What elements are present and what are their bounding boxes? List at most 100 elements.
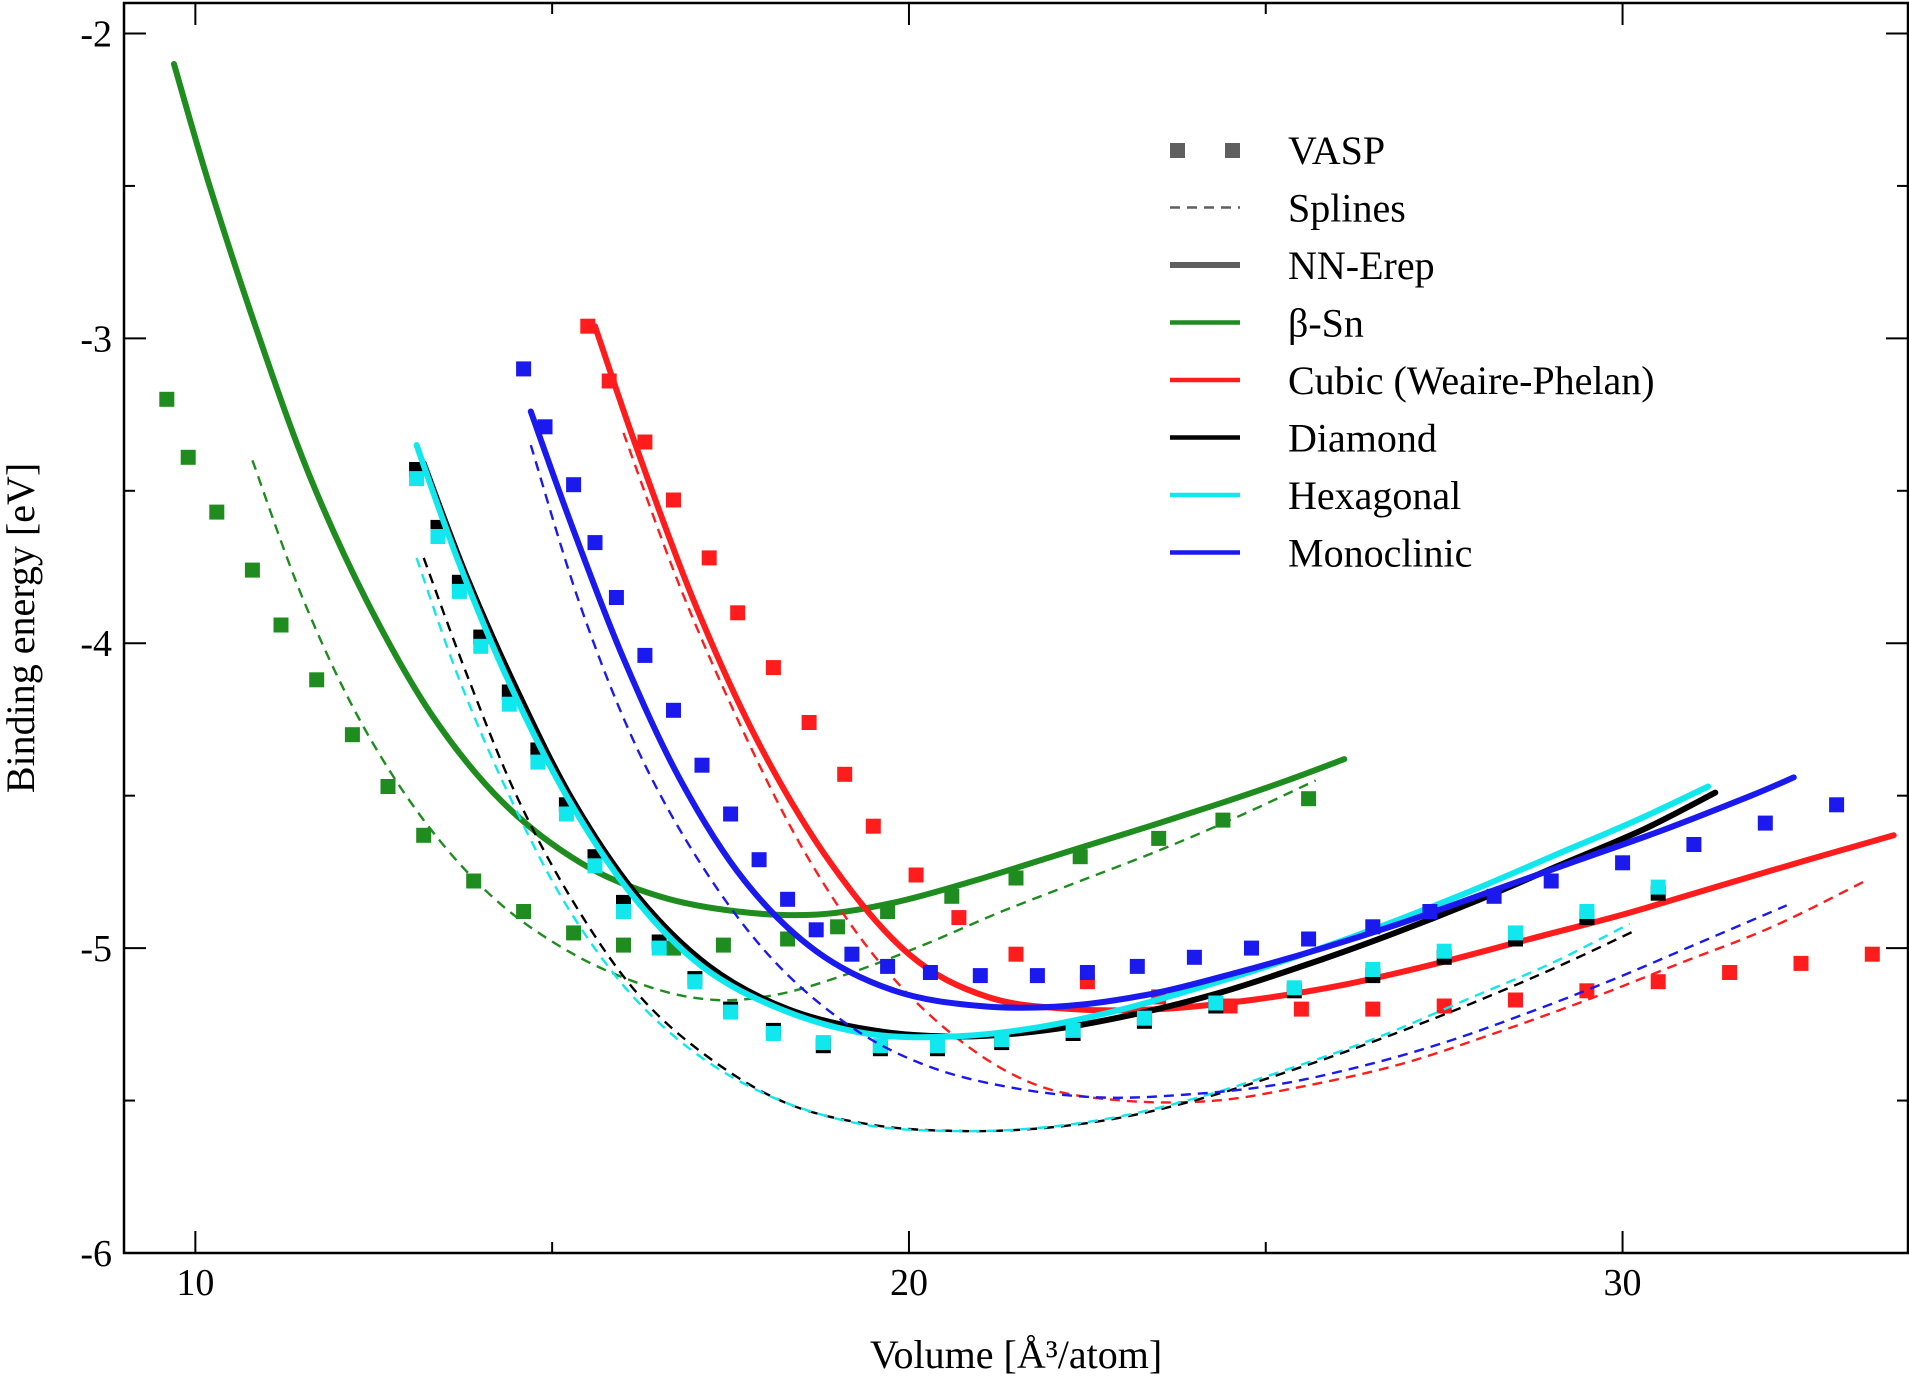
hexagonal-vasp-point	[687, 974, 703, 990]
series-layer	[159, 61, 1897, 1133]
legend-marker	[1170, 143, 1185, 158]
monoclinic-vasp-point	[1244, 940, 1259, 956]
hexagonal-vasp-point	[473, 638, 489, 654]
sn-vasp-point	[159, 391, 175, 407]
monoclinic-vasp-point	[1543, 873, 1559, 889]
series-hexagonal	[409, 442, 1712, 1133]
legend-label: Cubic (Weaire-Phelan)	[1288, 358, 1655, 403]
cubic-weaire-phelan-vasp-point	[951, 910, 967, 926]
legend-item-cubic-weaire-phelan: Cubic (Weaire-Phelan)	[1170, 358, 1655, 403]
cubic-weaire-phelan-vasp-point	[1579, 983, 1595, 999]
monoclinic-vasp-point	[1029, 968, 1045, 984]
sn-vasp-point	[880, 904, 896, 919]
cubic-weaire-phelan-vasp-point	[666, 492, 681, 508]
monoclinic-vasp-point	[1615, 855, 1631, 871]
cubic-weaire-phelan-vasp-point	[1436, 998, 1452, 1014]
cubic-weaire-phelan-vasp-point	[801, 715, 817, 730]
legend-label: VASP	[1288, 128, 1385, 173]
legend: VASP Splines NN-Erep β-Sn Cubic (Weaire-Phel…	[1170, 128, 1655, 576]
monoclinic-vasp-point	[608, 590, 624, 605]
monoclinic-vasp-point	[922, 965, 938, 980]
cubic-weaire-phelan-vasp-point	[837, 766, 853, 782]
cubic-weaire-phelan-vasp-point	[1508, 992, 1523, 1008]
sn-vasp-point	[309, 672, 325, 688]
series-monoclinic	[516, 361, 1845, 1099]
hexagonal-vasp-point	[930, 1038, 945, 1054]
y-tick-label: -6	[80, 1233, 112, 1275]
y-tick-label: -4	[80, 623, 112, 665]
cubic-weaire-phelan-vasp-point	[1222, 998, 1238, 1014]
diamond-splines-curve	[422, 557, 1638, 1133]
hexagonal-vasp-point	[616, 904, 631, 919]
hexagonal-vasp-point	[501, 696, 517, 712]
monoclinic-vasp-point	[1486, 888, 1502, 904]
hexagonal-vasp-point	[815, 1035, 831, 1051]
legend-item-monoclinic: Monoclinic	[1170, 531, 1472, 576]
legend-item-splines: Splines	[1170, 186, 1406, 231]
cubic-weaire-phelan-vasp-point	[601, 373, 617, 389]
hexagonal-vasp-point	[1286, 980, 1302, 996]
cubic-weaire-phelan-splines-curve	[622, 432, 1866, 1104]
sn-vasp-point	[180, 449, 196, 465]
y-axis-title: Binding energy [eV]	[0, 463, 43, 793]
monoclinic-vasp-point	[537, 419, 553, 435]
monoclinic-splines-curve	[529, 444, 1788, 1099]
cubic-weaire-phelan-vasp-point	[1365, 1001, 1381, 1017]
monoclinic-vasp-point	[1757, 815, 1773, 831]
sn-vasp-point	[944, 888, 960, 904]
x-tick-label: 10	[176, 1262, 214, 1304]
monoclinic-vasp-point	[637, 647, 653, 663]
monoclinic-vasp-point	[1365, 919, 1381, 935]
legend-label: Diamond	[1288, 416, 1437, 461]
y-tick-label: -5	[80, 928, 112, 970]
legend-label: Hexagonal	[1288, 473, 1461, 518]
hexagonal-vasp-point	[1365, 962, 1381, 977]
hexagonal-vasp-point	[451, 583, 467, 599]
sn-vasp-point	[273, 617, 289, 633]
sn-vasp-point	[209, 504, 225, 520]
legend-label: Splines	[1288, 186, 1406, 231]
hexagonal-vasp-point	[994, 1032, 1010, 1048]
hexagonal-vasp-point	[1208, 995, 1224, 1011]
cubic-weaire-phelan-vasp-point	[765, 660, 781, 676]
monoclinic-vasp-point	[844, 946, 860, 962]
cubic-weaire-phelan-vasp-point	[1650, 974, 1666, 990]
cubic-weaire-phelan-nn-erep-curve	[592, 323, 1897, 1014]
sn-nn-erep-curve	[171, 61, 1348, 919]
hexagonal-vasp-point	[1579, 904, 1595, 919]
monoclinic-vasp-point	[723, 806, 739, 822]
x-tick-label: 20	[890, 1262, 928, 1304]
legend-item-vasp: VASP	[1170, 128, 1385, 173]
sn-vasp-point	[830, 919, 846, 935]
series-diamond	[409, 460, 1719, 1133]
sn-vasp-point	[780, 931, 796, 947]
monoclinic-vasp-point	[566, 477, 582, 493]
legend-item-diamond: Diamond	[1170, 416, 1437, 461]
legend-marker	[1225, 143, 1240, 158]
monoclinic-vasp-point	[808, 922, 824, 938]
monoclinic-vasp-point	[1686, 837, 1702, 852]
cubic-weaire-phelan-vasp-point	[701, 550, 717, 566]
y-tick-label: -2	[80, 13, 112, 55]
monoclinic-vasp-point	[972, 968, 988, 984]
monoclinic-vasp-point	[1129, 958, 1145, 974]
monoclinic-vasp-point	[516, 361, 532, 377]
sn-vasp-point	[244, 562, 260, 578]
hexagonal-vasp-point	[1136, 1010, 1152, 1026]
monoclinic-vasp-point	[1422, 904, 1438, 919]
sn-vasp-point	[416, 827, 432, 843]
plot-frame	[122, 1, 1909, 1255]
hexagonal-vasp-point	[1650, 879, 1666, 895]
x-axis-title: Volume [Å³/atom]	[870, 1332, 1162, 1377]
sn-splines-curve	[251, 459, 1317, 1002]
cubic-weaire-phelan-vasp-point	[1793, 955, 1809, 971]
cubic-weaire-phelan-vasp-point	[1722, 965, 1738, 980]
cubic-weaire-phelan-vasp-point	[730, 605, 746, 621]
x-tick-label: 30	[1604, 1262, 1642, 1304]
hexagonal-vasp-point	[872, 1038, 888, 1054]
legend-item-hexagonal: Hexagonal	[1170, 473, 1461, 518]
sn-vasp-point	[1008, 870, 1024, 886]
legend-label: β-Sn	[1288, 301, 1364, 346]
monoclinic-vasp-point	[780, 891, 796, 907]
